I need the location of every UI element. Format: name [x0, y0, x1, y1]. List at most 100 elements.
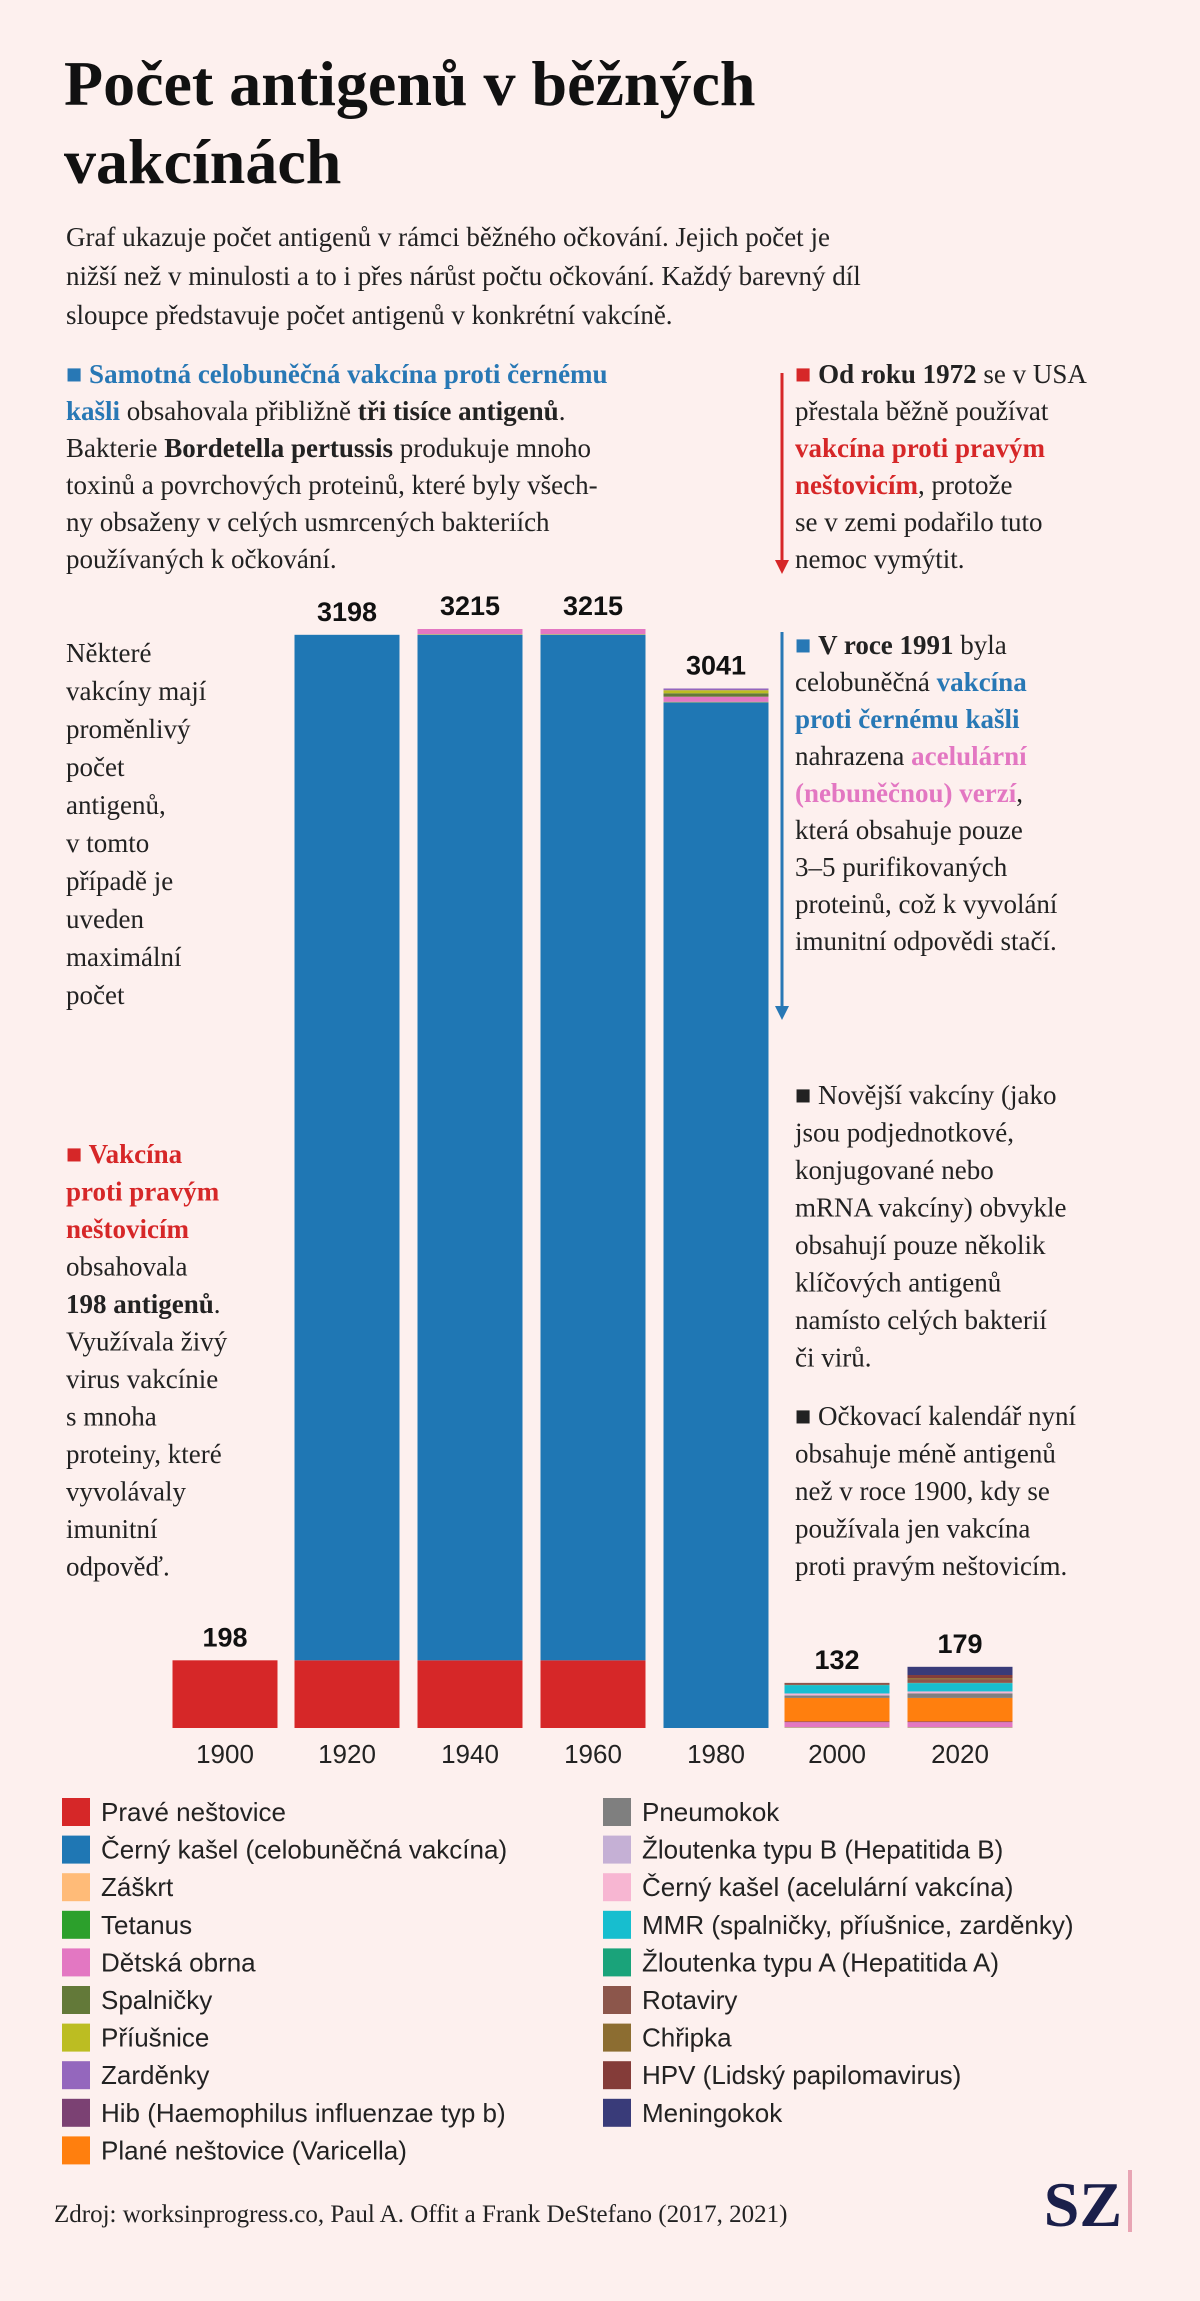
annotation-run: případě je	[66, 866, 173, 896]
legend-swatch	[603, 1798, 631, 1826]
bar-segment	[663, 702, 769, 1728]
annotation-run: 3–5 purifikovaných	[795, 852, 1008, 882]
annotation-line: proměnlivý	[66, 714, 191, 744]
legend-label: Tetanus	[101, 1910, 192, 1940]
bar-segment	[907, 1683, 1013, 1692]
total-label: 3041	[686, 650, 746, 680]
total-label: 3215	[563, 591, 623, 621]
bar-segment	[907, 1722, 1013, 1728]
annotation-line: jsou podjednotkové,	[794, 1118, 1014, 1148]
annotation-line: vakcína proti pravým	[795, 433, 1046, 463]
annotation-run: počet	[66, 980, 125, 1010]
bar-segment	[540, 634, 646, 1661]
annotation-run: proti černému kašli	[795, 704, 1020, 734]
legend-swatch	[603, 1986, 631, 2014]
bar-segment	[417, 634, 523, 1661]
annotation-line: 3–5 purifikovaných	[795, 852, 1008, 882]
annotation-run: se v zemi podařilo tuto	[795, 507, 1042, 537]
arrows	[775, 373, 789, 1020]
annotation-run: imunitní odpovědi stačí.	[795, 926, 1057, 956]
legend-label: Plané neštovice (Varicella)	[101, 2135, 407, 2165]
bar-segment	[907, 1679, 1013, 1683]
annotation-line: či virů.	[795, 1343, 871, 1373]
annotation-run: 198 antigenů	[66, 1289, 214, 1319]
annotation-run: obsahuje méně antigenů	[795, 1439, 1056, 1469]
legend-label: Černý kašel (celobuněčná vakcína)	[101, 1835, 507, 1865]
legend-swatch	[62, 2061, 90, 2090]
annotation-line: používala jen vakcína	[795, 1514, 1030, 1544]
total-label: 3215	[440, 591, 500, 621]
annotation-run: byla	[954, 630, 1007, 660]
annotation-run: či virů.	[795, 1343, 871, 1373]
annotation-run: tři tisíce antigenů	[358, 396, 559, 426]
annotation-run: (nebuněčnou) verzí	[795, 778, 1017, 808]
legend-swatch	[62, 1986, 90, 2014]
annotation-line: ■ Očkovací kalendář nyní	[795, 1401, 1076, 1431]
legend-swatch	[603, 2098, 631, 2127]
legend-swatch	[62, 1873, 90, 1902]
x-tick-label: 2000	[808, 1739, 866, 1769]
bar-segment	[172, 1660, 278, 1728]
annotation-line: antigenů,	[66, 790, 166, 820]
annotation-run: ■ Očkovací kalendář nyní	[795, 1401, 1076, 1431]
annotation-run: antigenů,	[66, 790, 166, 820]
bar-segment	[663, 696, 769, 702]
annotation-run: nahrazena	[795, 741, 911, 771]
x-tick-label: 1940	[441, 1739, 499, 1769]
annotation-run: mRNA vakcíny) obvykle	[795, 1193, 1066, 1223]
legend-swatch	[603, 1873, 631, 1902]
bar-segment	[294, 634, 400, 1661]
annotation-line: ■ V roce 1991 byla	[795, 630, 1007, 660]
annotation-run: která obsahuje pouze	[795, 815, 1023, 845]
bar-segment	[784, 1695, 890, 1698]
legend-label: Dětská obrna	[101, 1947, 256, 1977]
legend-label: Žloutenka typu A (Hepatitida A)	[642, 1947, 999, 1977]
annotation-line: namísto celých bakterií	[795, 1305, 1047, 1335]
annotation-run: se v USA	[977, 359, 1088, 389]
legend-label: Žloutenka typu B (Hepatitida B)	[642, 1835, 1003, 1865]
bar-segment	[784, 1697, 890, 1722]
annotation-run: odpověď.	[66, 1552, 170, 1582]
legend-label: Hib (Haemophilus influenzae typ b)	[101, 2098, 506, 2128]
bar-segment	[907, 1691, 1013, 1694]
annotation-run: acelulární	[911, 741, 1027, 771]
bar-segment	[784, 1693, 890, 1696]
annotation-run: Využívala živý	[66, 1327, 228, 1357]
annotation-run: Bordetella pertussis	[164, 433, 393, 463]
annotation-run: v tomto	[66, 828, 149, 858]
annotation-line: uveden	[66, 904, 144, 934]
annotation-run: obsahovala	[66, 1252, 187, 1282]
annotation-run: vakcína proti pravým	[795, 433, 1046, 463]
total-label: 179	[937, 1629, 982, 1659]
legend-label: Meningokok	[642, 2098, 783, 2128]
annotation-run: uveden	[66, 904, 144, 934]
legend-swatch	[62, 1948, 90, 1977]
annotation-run: kašli	[66, 396, 121, 426]
annotation-run: proměnlivý	[66, 714, 191, 744]
legend-label: HPV (Lidský papilomavirus)	[642, 2060, 961, 2090]
bar-segment	[663, 693, 769, 697]
annotation-run: ,	[1016, 778, 1023, 808]
annotation-run: , protože	[918, 470, 1012, 500]
x-tick-label: 1960	[564, 1739, 622, 1769]
annotation-run: s mnoha	[66, 1402, 157, 1432]
logo: SZ	[1044, 2169, 1122, 2240]
annotation-run: ny obsaženy v celých usmrcených bakterií…	[66, 507, 550, 537]
annotation-line: používaných k očkování.	[66, 544, 337, 574]
annotation-line: ■ Vakcína	[66, 1139, 183, 1169]
annotation-line: přestala běžně používat	[795, 396, 1049, 426]
title: Počet antigenů v běžných	[64, 48, 756, 119]
legend-swatch	[603, 1835, 631, 1864]
legend-label: Černý kašel (acelulární vakcína)	[642, 1872, 1013, 1902]
bar-segment	[907, 1697, 1013, 1722]
legend-swatch	[62, 2023, 90, 2052]
bar-segment	[907, 1675, 1013, 1679]
annotation-run: ■ Novější vakcíny (jako	[795, 1080, 1057, 1110]
annotation-run: vakcína	[937, 667, 1028, 697]
total-label: 198	[202, 1622, 247, 1652]
subtitle: sloupce představuje počet antigenů v kon…	[66, 300, 673, 330]
annotation-run: proti pravým	[66, 1177, 220, 1207]
annotation-run: ■ Vakcína	[66, 1139, 183, 1169]
annotation-run: neštovicím	[795, 470, 918, 500]
legend-label: Zarděnky	[101, 2060, 209, 2090]
